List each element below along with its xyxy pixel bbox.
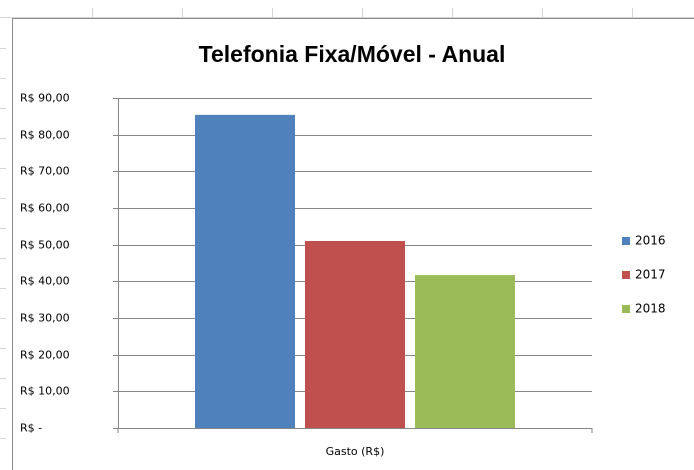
y-tick-label: R$ 20,00 bbox=[20, 349, 70, 362]
bar bbox=[415, 275, 515, 428]
y-tick-label: R$ 90,00 bbox=[20, 92, 70, 105]
legend-label: 2018 bbox=[635, 302, 666, 316]
bar bbox=[195, 114, 295, 428]
y-tick-label: R$ 50,00 bbox=[20, 239, 70, 252]
y-tick-label: R$ - bbox=[20, 422, 42, 435]
y-tick-label: R$ 80,00 bbox=[20, 129, 70, 142]
sheet-ruler bbox=[0, 8, 694, 439]
legend-swatch bbox=[622, 305, 630, 313]
chart-title: Telefonia Fixa/Móvel - Anual bbox=[199, 41, 506, 67]
legend-label: 2017 bbox=[635, 268, 666, 282]
y-tick-label: R$ 40,00 bbox=[20, 275, 70, 288]
y-tick-label: R$ 30,00 bbox=[20, 312, 70, 325]
y-tick-label: R$ 10,00 bbox=[20, 385, 70, 398]
y-tick-label: R$ 60,00 bbox=[20, 202, 70, 215]
legend-swatch bbox=[622, 237, 630, 245]
legend-label: 2016 bbox=[635, 234, 666, 248]
y-tick-label: R$ 70,00 bbox=[20, 165, 70, 178]
bar bbox=[305, 241, 405, 428]
x-tick-label: Gasto (R$) bbox=[326, 445, 385, 458]
legend-swatch bbox=[622, 271, 630, 279]
